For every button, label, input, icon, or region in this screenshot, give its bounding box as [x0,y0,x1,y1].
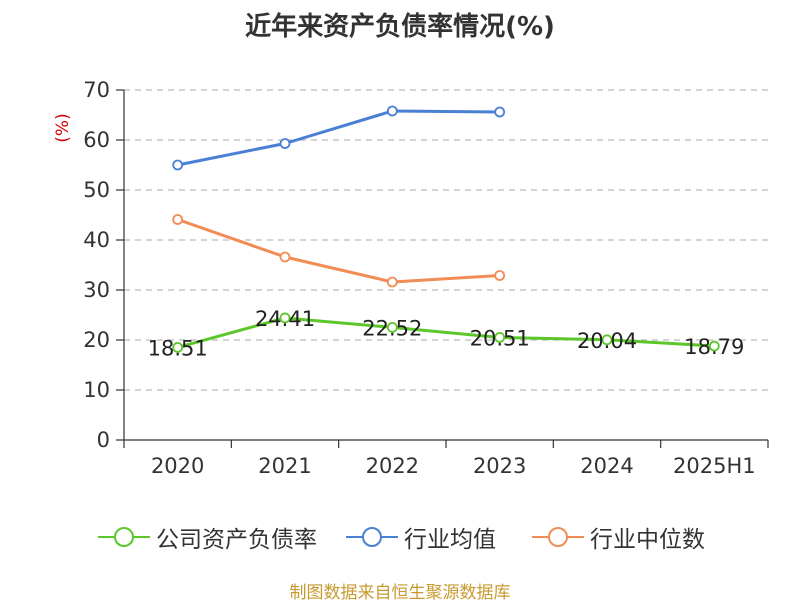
chart-title: 近年来资产负债率情况(%) [245,12,555,42]
legend-marker-company [98,527,150,547]
data-point [279,138,291,149]
legend-item-industry-median[interactable]: 行业中位数 [532,520,705,554]
data-label: 20.04 [577,329,637,353]
y-axis-label: (%) [53,113,73,142]
data-point [386,321,398,333]
legend-label-industry-mean: 行业均值 [404,527,496,553]
series-line-0 [177,316,715,349]
y-tick-label: 50 [83,178,110,202]
legend-item-company[interactable]: 公司资产负债率 [98,520,317,554]
data-point [172,159,184,171]
y-tick-label: 60 [83,128,110,152]
y-tick-label: 20 [83,328,110,352]
data-point [601,334,613,346]
legend-item-industry-mean[interactable]: 行业均值 [346,520,496,554]
grid-lines [124,89,768,391]
data-labels: 18.51 24.41 22.52 20.51 20.04 18.79 [148,307,745,361]
data-point [386,105,398,117]
legend: 公司资产负债率 行业均值 行业中位数 [0,520,800,554]
source-note: 制图数据来自恒生聚源数据库 [289,583,511,603]
series-line-2 [177,218,500,284]
legend-marker-industry-mean [346,527,398,547]
y-tick-label: 30 [83,278,110,302]
axes: 0 10 20 30 40 50 60 70 2020 2021 2022 2023 2024 2025H… [83,78,769,478]
data-point [279,251,291,263]
data-label: 20.51 [470,326,530,350]
x-tick-label: 2022 [366,454,419,478]
legend-label-industry-median: 行业中位数 [590,527,705,553]
data-label: 24.41 [255,307,315,331]
series-group [172,105,720,353]
data-point [494,332,506,343]
x-tick-label: 2020 [151,454,204,478]
x-tick-label: 2021 [258,454,311,478]
y-tick-label: 40 [83,228,110,252]
data-point [279,312,291,324]
data-label: 22.52 [362,316,422,340]
series-line-1 [177,109,500,167]
y-tick-label: 70 [83,78,110,102]
data-point [172,214,184,225]
data-point [708,340,720,352]
x-tick-label: 2024 [580,454,633,478]
y-tick-label: 0 [97,428,110,452]
data-point [386,276,398,288]
legend-marker-industry-median [532,527,584,547]
y-tick-label: 10 [83,378,110,402]
x-tick-label: 2023 [473,454,526,478]
x-tick-label: 2025H1 [673,454,756,478]
data-point [494,106,506,118]
data-point [172,342,184,353]
data-label: 18.79 [684,335,744,359]
data-label: 18.51 [148,336,208,360]
data-point [494,270,506,281]
legend-label-company: 公司资产负债率 [156,527,317,553]
